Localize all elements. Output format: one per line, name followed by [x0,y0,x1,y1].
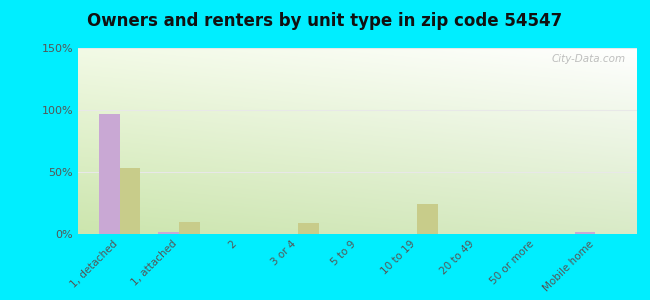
Text: Owners and renters by unit type in zip code 54547: Owners and renters by unit type in zip c… [87,12,563,30]
Bar [298,223,319,234]
Bar [99,114,120,234]
Bar [179,222,200,234]
Bar [120,168,140,234]
Bar [159,232,179,234]
Bar [575,232,595,234]
Text: City-Data.com: City-Data.com [552,54,626,64]
Bar [417,204,438,234]
